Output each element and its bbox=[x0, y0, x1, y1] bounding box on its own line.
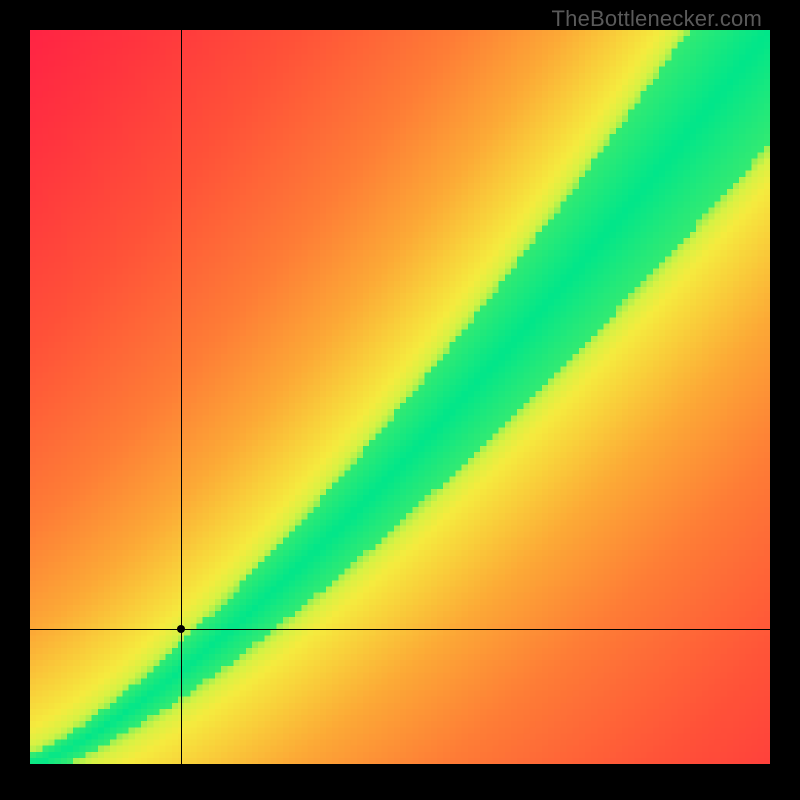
watermark-text: TheBottlenecker.com bbox=[552, 6, 762, 32]
heatmap-plot-area bbox=[30, 30, 770, 764]
heatmap-canvas bbox=[30, 30, 770, 764]
crosshair-vertical bbox=[181, 30, 182, 764]
crosshair-dot bbox=[177, 625, 185, 633]
crosshair-horizontal bbox=[30, 629, 770, 630]
